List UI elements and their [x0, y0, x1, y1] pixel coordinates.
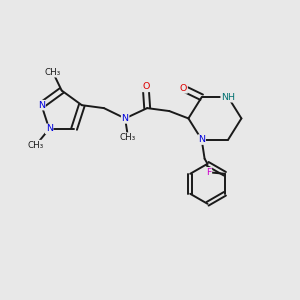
Text: N: N — [122, 114, 129, 123]
Text: F: F — [206, 168, 212, 177]
Text: N: N — [46, 124, 53, 134]
Text: O: O — [180, 84, 187, 93]
Text: O: O — [142, 82, 149, 91]
Text: N: N — [198, 135, 205, 144]
Text: CH₃: CH₃ — [45, 68, 61, 77]
Text: CH₃: CH₃ — [28, 141, 44, 150]
Text: CH₃: CH₃ — [120, 133, 136, 142]
Text: NH: NH — [221, 93, 235, 102]
Text: N: N — [38, 101, 45, 110]
